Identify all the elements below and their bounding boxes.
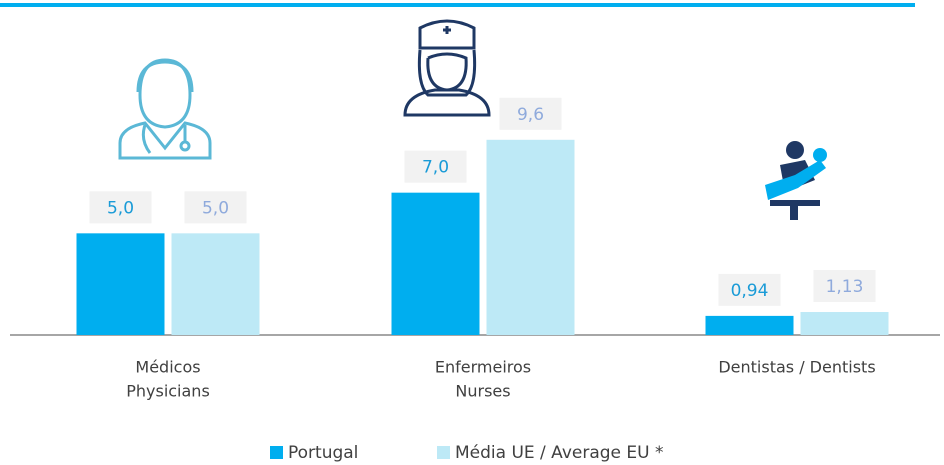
value-label: 9,6 <box>517 105 544 125</box>
bar <box>391 192 480 335</box>
value-label: 5,0 <box>107 198 134 218</box>
value-label-box <box>89 191 152 224</box>
value-label: 0,94 <box>731 281 769 301</box>
x-tick-label: Nurses <box>455 382 510 401</box>
x-tick-label: Dentistas / Dentists <box>718 358 875 377</box>
top-rule <box>0 3 915 7</box>
legend-label: Média UE / Average EU * <box>455 443 663 463</box>
bar <box>171 233 260 335</box>
legend-swatch <box>270 446 283 459</box>
value-label-box <box>718 273 781 306</box>
value-label-box <box>813 270 876 303</box>
value-label-box <box>404 150 467 183</box>
value-label: 7,0 <box>422 158 449 178</box>
dentist-icon <box>765 141 827 220</box>
legend-swatch <box>437 446 450 459</box>
value-label: 1,13 <box>826 277 864 297</box>
bar <box>76 233 165 335</box>
value-label-box <box>184 191 247 224</box>
value-label-box <box>499 97 562 130</box>
legend-label: Portugal <box>288 443 358 463</box>
x-tick-label: Médicos <box>135 358 200 377</box>
x-tick-label: Physicians <box>126 382 210 401</box>
bar <box>800 312 889 335</box>
bar <box>705 315 794 335</box>
bar <box>486 139 575 335</box>
nurse-icon <box>403 19 491 117</box>
physician-icon <box>118 58 212 160</box>
value-label: 5,0 <box>202 198 229 218</box>
x-tick-label: Enfermeiros <box>435 358 531 377</box>
